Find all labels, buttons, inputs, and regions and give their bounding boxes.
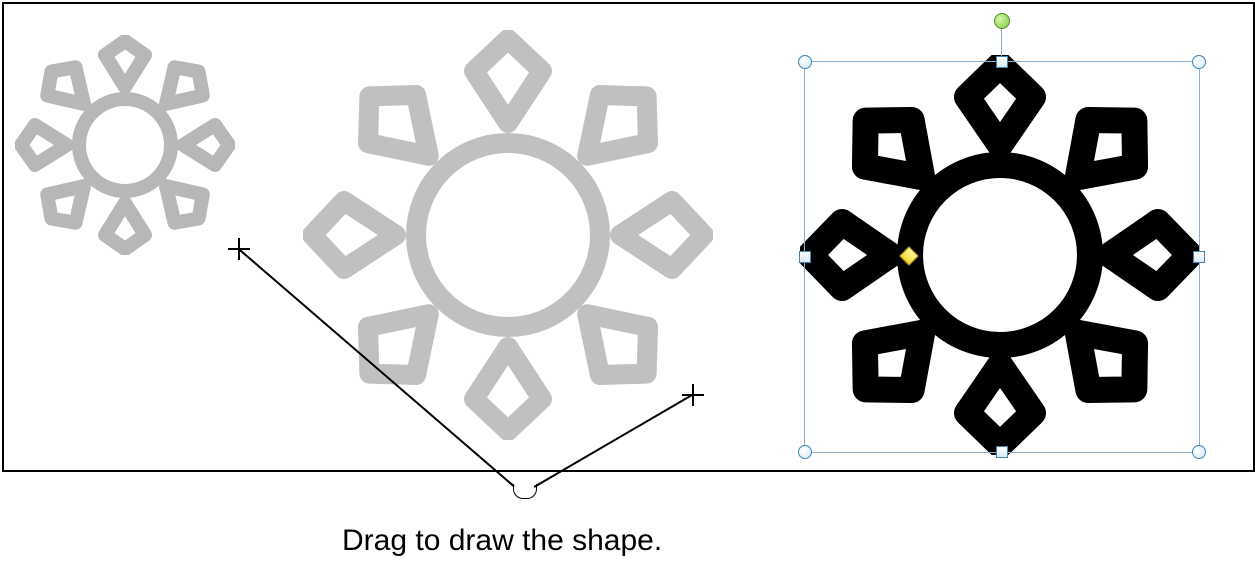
resize-handle-n[interactable] xyxy=(996,56,1008,68)
rotation-handle[interactable] xyxy=(994,13,1010,29)
resize-handle-nw[interactable] xyxy=(798,55,812,69)
crosshair-cursor-icon xyxy=(682,384,704,406)
caption-text: Drag to draw the shape. xyxy=(342,524,662,558)
resize-handle-sw[interactable] xyxy=(798,445,812,459)
resize-handle-ne[interactable] xyxy=(1192,55,1206,69)
resize-handle-se[interactable] xyxy=(1192,445,1206,459)
resize-handle-s[interactable] xyxy=(996,446,1008,458)
callout-junction xyxy=(513,484,537,499)
sun-shape-small xyxy=(15,35,235,255)
resize-handle-w[interactable] xyxy=(799,251,811,263)
sun-shape-medium xyxy=(303,30,713,440)
resize-handle-e[interactable] xyxy=(1193,251,1205,263)
selection-bounding-box[interactable] xyxy=(804,61,1200,453)
